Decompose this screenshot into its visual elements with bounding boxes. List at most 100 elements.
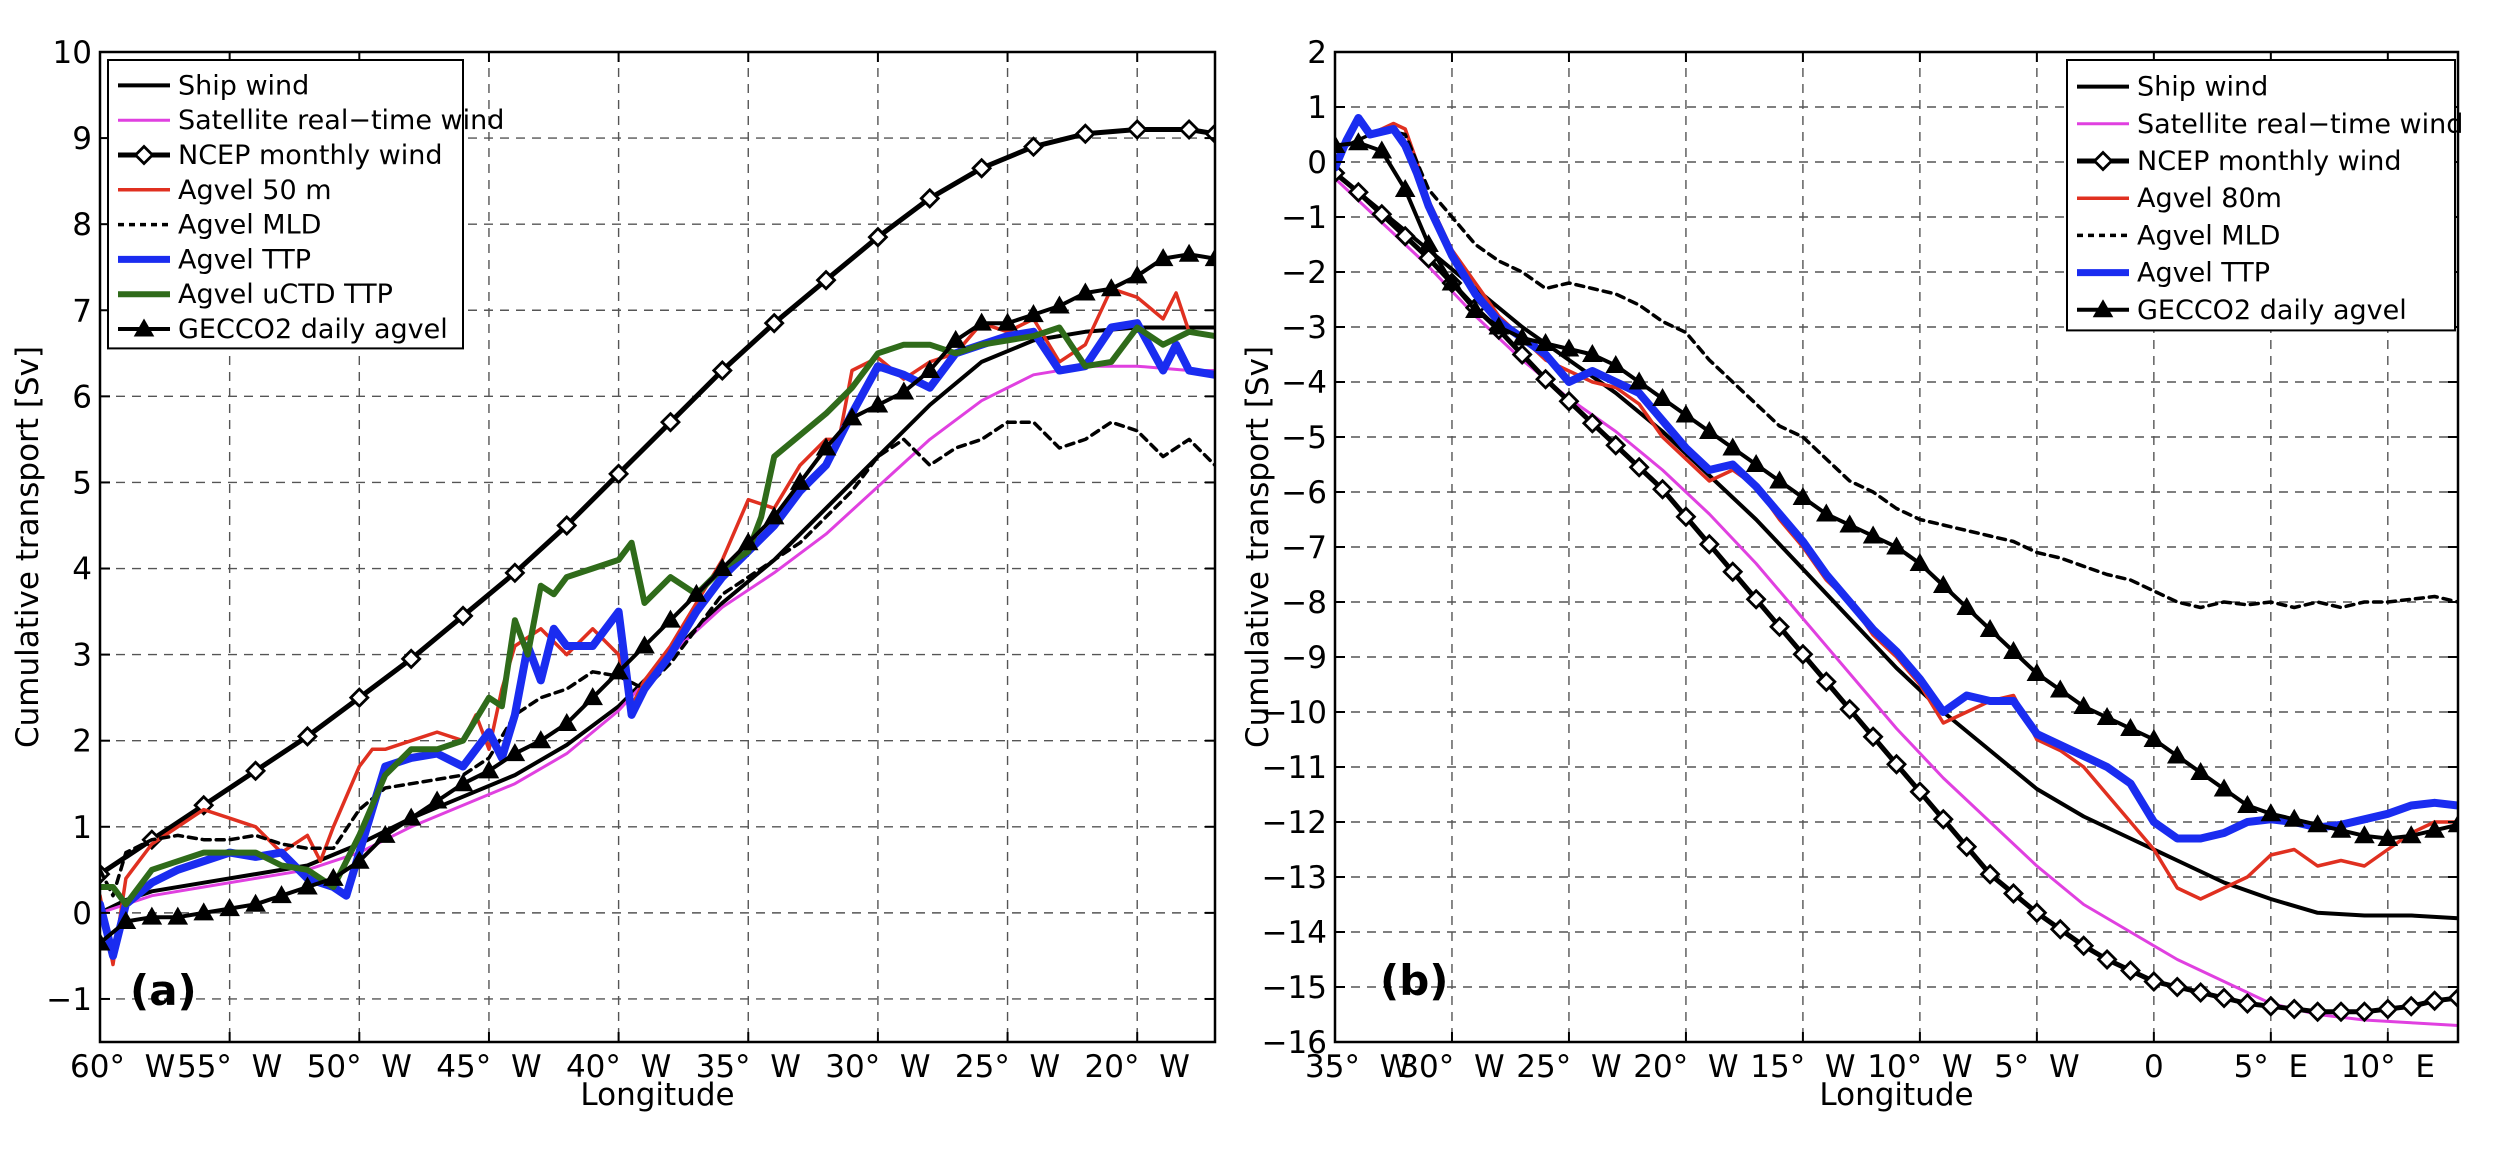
series-line-ship <box>100 325 1215 915</box>
legend-item-uctd: Agvel uCTD TTP <box>118 279 393 310</box>
legend-label: Ship wind <box>178 70 309 101</box>
legend-item-ttp: Agvel TTP <box>118 244 311 275</box>
data-point-ncep <box>1956 836 1978 858</box>
x-tick-label: 10° W <box>1867 1049 1972 1085</box>
data-point-ncep <box>1909 781 1931 803</box>
legend-label: Satellite real−time wind <box>178 105 504 136</box>
data-point-gecco <box>1862 525 1884 544</box>
y-tick-label: −10 <box>1262 695 1327 731</box>
x-tick-label: 25° W <box>955 1049 1060 1085</box>
x-tick-label: 25° W <box>1516 1049 1621 1085</box>
data-point-gecco <box>660 609 681 628</box>
data-point-gecco <box>1126 265 1148 284</box>
series-line-agvel_depth <box>100 286 1215 967</box>
series-ncep <box>100 118 1215 885</box>
data-point-ncep <box>1371 203 1393 225</box>
y-tick-label: 2 <box>72 724 92 760</box>
data-point-gecco <box>1465 299 1486 318</box>
data-point-ncep <box>608 463 630 485</box>
data-point-gecco <box>2120 717 2141 736</box>
series-ncep <box>1335 162 2458 1023</box>
data-point-gecco <box>2049 679 2071 698</box>
plot-frame <box>98 50 1217 1044</box>
data-point-ncep <box>1745 588 1767 610</box>
series-ship <box>100 325 1215 915</box>
data-point-ncep <box>1979 863 2001 885</box>
data-point-ncep <box>2049 918 2071 940</box>
data-point-ncep <box>1581 412 1603 434</box>
data-point-gecco <box>1204 248 1215 267</box>
legend-item-satellite: Satellite real−time wind <box>2077 109 2463 140</box>
data-point-gecco <box>1816 503 1837 522</box>
data-point-gecco <box>1178 243 1200 262</box>
data-point-gecco <box>115 910 137 929</box>
y-axis-title: Cumulative transport [Sv] <box>1240 346 1276 748</box>
legend-box <box>107 59 464 350</box>
legend-label: Agvel uCTD TTP <box>178 279 393 310</box>
data-point-gecco <box>763 506 785 525</box>
data-point-gecco <box>100 932 111 951</box>
data-point-gecco <box>1335 134 1346 153</box>
data-point-gecco <box>1582 343 1603 362</box>
data-point-ncep <box>2307 1001 2329 1023</box>
legend-item-ship: Ship wind <box>118 70 309 101</box>
data-point-gecco <box>349 850 370 869</box>
data-point-ncep <box>2447 987 2458 1009</box>
series-line-satellite <box>100 364 1215 915</box>
series-mld <box>1335 127 2458 610</box>
x-tick-label: 60° W <box>70 1049 175 1085</box>
data-point-gecco <box>323 867 344 886</box>
data-point-gecco <box>556 712 578 731</box>
data-point-gecco <box>1675 404 1697 423</box>
y-tick-label: −3 <box>1281 310 1327 346</box>
data-point-gecco <box>271 885 292 904</box>
legend: Ship wind Satellite real−time wind NCEP mo… <box>2066 59 2463 332</box>
data-point-gecco <box>1535 332 1556 351</box>
data-point-gecco <box>945 329 966 348</box>
data-point-gecco <box>245 893 266 912</box>
data-point-ncep <box>1535 368 1557 390</box>
data-point-ncep <box>1394 225 1416 247</box>
panel-a: −1 0 1 2 3 4 5 6 7 8 9 10 60° W 55° W 50° W 45° W 40° W 3… <box>10 35 1217 1113</box>
legend-item-ncep: NCEP monthly wind <box>118 140 443 171</box>
data-point-gecco <box>1605 354 1627 373</box>
legend-item-ncep: NCEP monthly wind <box>2077 146 2402 177</box>
data-point-gecco <box>2073 695 2094 714</box>
data-point-gecco <box>1100 278 1122 297</box>
series-ttp <box>100 319 1215 960</box>
data-point-ncep <box>1698 533 1720 555</box>
data-point-gecco <box>1348 132 1369 151</box>
legend-label: Agvel 50 m <box>178 175 332 206</box>
data-point-gecco <box>1886 536 1907 555</box>
data-point-ncep <box>2330 1001 2352 1023</box>
x-tick-label: 5° E <box>2234 1049 2309 1085</box>
series-ship <box>1335 171 2458 921</box>
y-axis-title: Cumulative transport [Sv] <box>10 346 46 748</box>
x-tick-label: 30° W <box>825 1049 930 1085</box>
data-point-ncep <box>2424 990 2446 1012</box>
y-tick-label: −4 <box>1281 365 1327 401</box>
y-tick-label: 5 <box>72 465 92 501</box>
x-tick-label: 10° E <box>2341 1049 2435 1085</box>
data-point-gecco <box>1488 316 1510 335</box>
series-satellite <box>100 364 1215 915</box>
data-point-ncep <box>2213 987 2235 1009</box>
data-point-ncep <box>452 605 474 627</box>
legend-marker <box>2092 150 2114 172</box>
legend-item-mld: Agvel MLD <box>2077 220 2280 251</box>
data-point-ncep <box>1347 181 1369 203</box>
data-point-ncep <box>1023 136 1044 158</box>
y-tick-label: 6 <box>72 379 92 415</box>
data-point-gecco <box>893 381 915 400</box>
data-point-gecco <box>1441 272 1463 291</box>
x-tick-label: 40° W <box>566 1049 671 1085</box>
data-point-gecco <box>1049 295 1070 314</box>
legend-item-gecco: GECCO2 daily agvel <box>118 314 448 345</box>
data-point-ncep <box>1886 753 1907 775</box>
data-point-gecco <box>1371 140 1393 159</box>
data-point-gecco <box>2026 662 2048 681</box>
data-point-gecco <box>2260 803 2282 822</box>
data-point-gecco <box>2330 819 2352 838</box>
data-point-gecco <box>2213 778 2235 797</box>
